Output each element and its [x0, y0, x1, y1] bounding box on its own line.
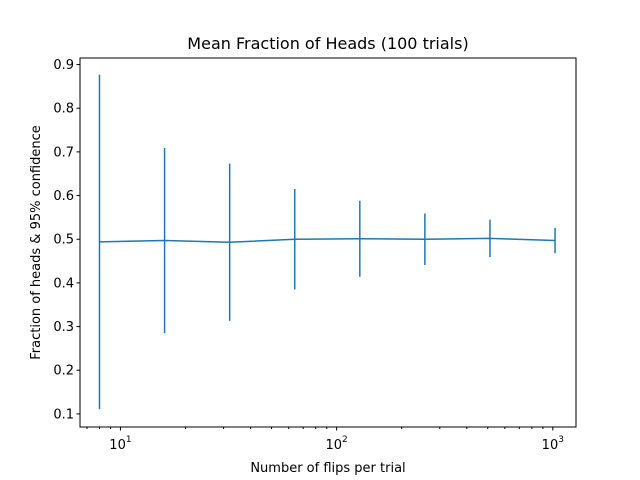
plot-area: [98, 74, 556, 410]
mean-line: [99, 237, 556, 244]
y-axis-ticks: 0.1 0.2 0.3 0.4 0.5 0.6 0.7 0.8 0.9: [53, 58, 80, 422]
y-tick-label: 0.1: [53, 407, 74, 422]
y-tick-label: 0.4: [53, 276, 74, 291]
y-tick-label: 0.8: [53, 102, 74, 117]
y-tick-label: 0.5: [53, 233, 74, 248]
y-tick-label: 0.6: [53, 189, 74, 204]
x-axis-label: Number of flips per trial: [250, 461, 405, 476]
y-tick-label: 0.3: [53, 320, 74, 335]
x-tick-label: 103: [542, 435, 564, 453]
x-tick-label: 101: [109, 435, 131, 453]
x-tick-label: 102: [325, 435, 347, 453]
y-tick-label: 0.9: [53, 58, 74, 73]
axes-frame: [79, 57, 577, 428]
y-tick-label: 0.7: [53, 145, 74, 160]
y-tick-label: 0.2: [53, 364, 74, 379]
chart-title: Mean Fraction of Heads (100 trials): [187, 34, 468, 53]
x-axis-ticks: 101 102 103: [86, 427, 564, 453]
y-axis-label: Fraction of heads & 95% confidence: [29, 125, 44, 360]
